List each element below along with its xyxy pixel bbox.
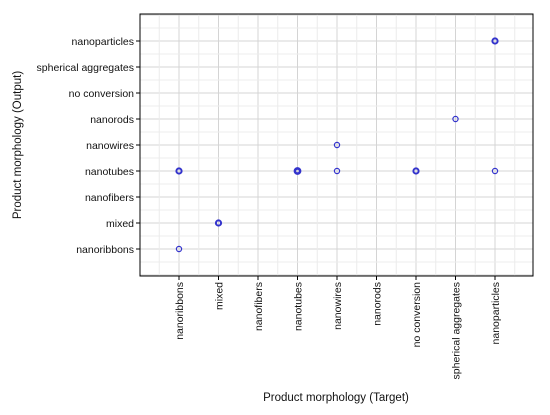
y-tick-label: nanorods [90,114,134,126]
data-point [293,167,302,175]
x-tick-label: nanofibers [253,282,265,331]
x-tick-label: nanoribbons [174,282,186,340]
data-points [175,37,499,253]
data-point [333,167,341,175]
y-tick-label: nanoribbons [76,244,134,256]
y-tick-label: mixed [106,218,134,230]
data-point [491,167,499,175]
y-tick-label: no conversion [69,88,135,100]
x-tick-label: mixed [214,282,226,310]
data-point [214,219,223,227]
y-tick-label: nanotubes [85,166,134,178]
grid-lines [140,14,533,276]
data-point [452,115,459,123]
data-point [491,37,499,45]
data-point [333,141,341,149]
y-tick-label: nanofibers [85,192,134,204]
x-tick-label: spherical aggregates [451,282,463,379]
data-point [412,167,420,175]
y-tick-label: nanowires [86,140,134,152]
x-tick-label: nanorods [372,282,384,326]
x-tick-label: nanowires [332,282,344,330]
x-axis-title: Product morphology (Target) [263,392,409,404]
x-tick-label: no conversion [411,282,423,348]
x-tick-label: nanotubes [293,282,305,331]
y-axis-title: Product morphology (Output) [12,71,24,219]
y-tick-label: spherical aggregates [37,62,134,74]
x-tick-label: nanoparticles [490,282,502,344]
data-point [175,167,183,175]
x-axis: nanoribbons mixed nanofibers nanotubes nanow… [174,276,502,379]
y-tick-label: nanoparticles [72,36,134,48]
y-axis: nanoribbons mixed nanofibers nanotubes nanow… [37,36,140,256]
data-point [175,245,183,253]
